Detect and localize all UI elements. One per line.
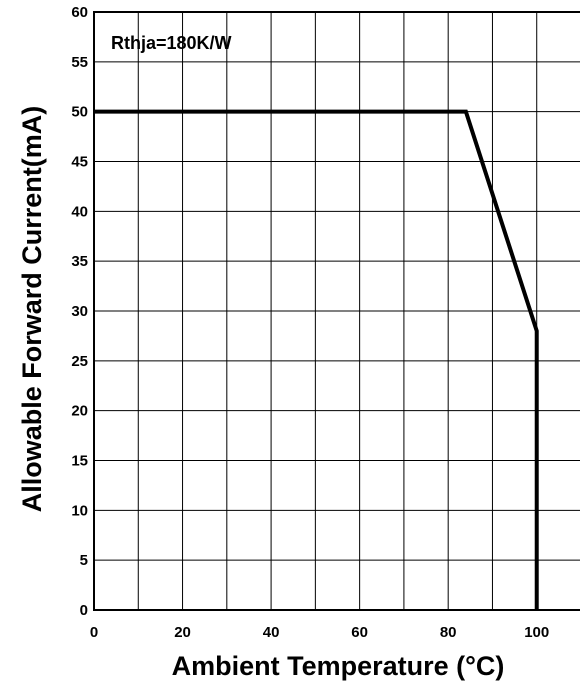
- y-tick-label: 20: [71, 403, 88, 420]
- y-tick-label: 60: [71, 4, 88, 21]
- y-tick-label: 15: [71, 453, 88, 470]
- y-tick-label: 0: [80, 602, 88, 619]
- x-tick-label: 100: [524, 624, 549, 641]
- x-tick-label: 60: [351, 624, 368, 641]
- y-tick-label: 50: [71, 104, 88, 121]
- thermal-resistance-annotation: Rthja=180K/W: [111, 33, 232, 53]
- series-layer: [94, 109, 539, 610]
- plot-frame: [93, 11, 580, 611]
- x-tick-label: 80: [440, 624, 457, 641]
- y-tick-labels: 0 5 10 15 20 25 30 35 40 45 50 55 60: [71, 4, 88, 619]
- grid: [94, 12, 580, 610]
- y-tick-label: 55: [71, 54, 88, 71]
- y-tick-label: 35: [71, 253, 88, 270]
- x-axis-title: Ambient Temperature (°C): [172, 651, 505, 681]
- y-tick-label: 45: [71, 154, 88, 171]
- y-tick-label: 40: [71, 203, 88, 220]
- x-tick-label: 0: [90, 624, 98, 641]
- x-tick-labels: 0 20 40 60 80 100: [90, 624, 549, 641]
- y-tick-label: 10: [71, 502, 88, 519]
- y-axis-title: Allowable Forward Current(mA): [17, 106, 47, 513]
- y-tick-label: 25: [71, 353, 88, 370]
- x-tick-label: 40: [263, 624, 280, 641]
- y-tick-label: 5: [80, 552, 88, 569]
- x-tick-label: 20: [174, 624, 191, 641]
- y-tick-label: 30: [71, 303, 88, 320]
- derating-curve: [94, 109, 539, 610]
